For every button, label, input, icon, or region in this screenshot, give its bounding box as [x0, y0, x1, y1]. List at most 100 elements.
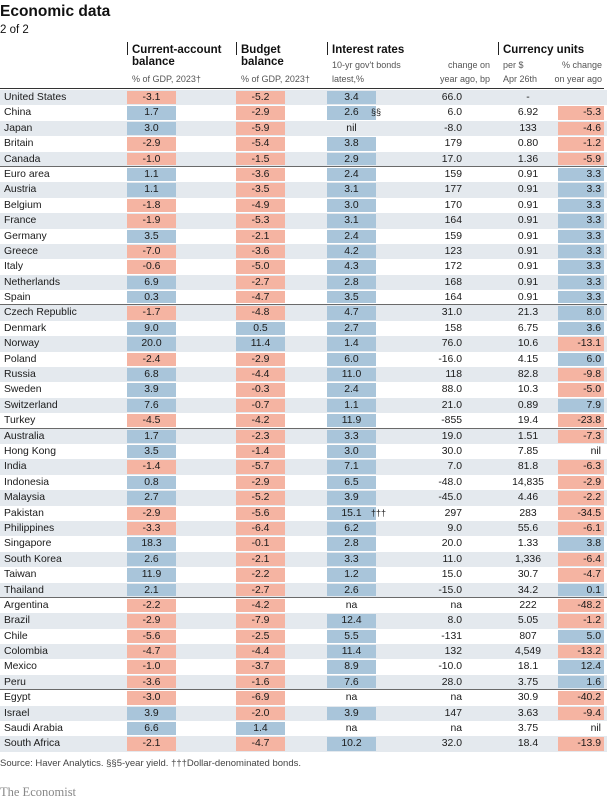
current-account-shade — [127, 598, 176, 613]
budget-balance-value: -5.6 — [251, 507, 270, 519]
interest-rate-shade — [327, 552, 376, 567]
currency-per-dollar-value: 0.91 — [517, 292, 539, 304]
current-account-value: 2.6 — [144, 553, 159, 565]
current-account-value: -2.9 — [142, 615, 161, 627]
current-account-value: -1.9 — [142, 215, 161, 227]
currency-per-dollar-value: 0.91 — [517, 199, 539, 211]
interest-change-value: na — [450, 692, 462, 704]
currency-per-dollar-value: 4.46 — [517, 492, 539, 504]
budget-balance-shade — [236, 398, 285, 413]
current-account-value: 3.0 — [144, 122, 159, 134]
budget-balance-value: -5.3 — [251, 215, 270, 227]
current-account-value: 0.3 — [144, 292, 159, 304]
budget-balance-value: -2.0 — [251, 707, 270, 719]
currency-per-dollar-value: 222 — [519, 599, 537, 611]
currency-change-shade — [558, 198, 604, 213]
interest-rate-shade — [327, 521, 376, 536]
budget-balance-value: -2.9 — [251, 107, 270, 119]
interest-change-value: 88.0 — [441, 384, 462, 396]
currency-change-shade — [558, 106, 604, 120]
table-row: Poland -2.4 -2.9 6.0 -16.0 4.15 6.0 — [0, 352, 607, 367]
interest-rate-shade — [327, 614, 376, 628]
interest-rate-value: 3.8 — [344, 138, 359, 150]
interest-change-value: -855 — [441, 415, 462, 427]
header-rule — [0, 88, 604, 89]
budget-balance-value: -5.7 — [251, 461, 270, 473]
table-row: Russia 6.8 -4.4 11.0 118 82.8 -9.8 — [0, 367, 607, 383]
footnote-marker: ††† — [371, 507, 387, 518]
current-account-value: 1.1 — [144, 184, 159, 196]
table-row: Switzerland 7.6 -0.7 1.1 21.0 0.89 7.9 — [0, 397, 607, 414]
interest-change-value: 177 — [444, 184, 462, 196]
country-name: Pakistan — [4, 507, 44, 519]
current-account-value: -1.8 — [142, 199, 161, 211]
table-row: Italy -0.6 -5.0 4.3 172 0.91 3.3 — [0, 259, 607, 274]
country-name: Saudi Arabia — [4, 723, 63, 735]
interest-rate-value: 7.6 — [344, 676, 359, 688]
currency-per-dollar-value: 10.6 — [517, 338, 539, 350]
country-name: Sweden — [4, 384, 42, 396]
currency-per-dollar-value: 0.91 — [517, 215, 539, 227]
country-name: Taiwan — [4, 569, 37, 581]
interest-rate-shade — [327, 152, 376, 165]
interest-change-value: 66.0 — [441, 92, 462, 103]
currency-change-value: -48.2 — [577, 599, 601, 611]
budget-balance-value: -5.2 — [251, 92, 270, 103]
table-row: Malaysia 2.7 -5.2 3.9 -45.0 4.46 -2.2 — [0, 490, 607, 506]
budget-balance-shade — [236, 260, 285, 274]
current-account-shade — [127, 460, 176, 474]
budget-balance-value: -1.4 — [251, 445, 270, 457]
interest-rate-shade — [327, 106, 376, 120]
currency-change-value: 3.3 — [586, 245, 601, 257]
interest-rate-shade — [327, 167, 376, 182]
budget-balance-shade — [236, 137, 285, 151]
interest-rate-value: 3.3 — [344, 430, 359, 442]
country-name: Euro area — [4, 168, 50, 180]
divider — [327, 42, 328, 55]
interest-change-value: 28.0 — [441, 676, 462, 688]
subheader-budget: % of GDP, 2023† — [241, 74, 310, 84]
current-account-shade — [127, 368, 176, 382]
current-account-value: -1.7 — [142, 307, 161, 319]
source-note: Source: Haver Analytics. §§5-year yield.… — [0, 758, 301, 769]
current-account-value: -4.5 — [142, 415, 161, 427]
interest-change-value: -131 — [441, 630, 462, 642]
interest-change-value: -48.0 — [438, 476, 462, 488]
country-name: Canada — [4, 153, 41, 165]
budget-balance-shade — [236, 568, 285, 582]
current-account-shade — [127, 475, 176, 490]
budget-balance-shade — [236, 368, 285, 382]
currency-change-value: -40.2 — [577, 692, 601, 704]
currency-change-shade — [558, 675, 604, 689]
interest-rate-value: 10.2 — [341, 738, 362, 750]
current-account-value: 18.3 — [141, 538, 162, 550]
currency-change-value: 3.3 — [586, 292, 601, 304]
table-row: Thailand 2.1 -2.7 2.6 -15.0 34.2 0.1 — [0, 582, 607, 598]
currency-per-dollar-value: 807 — [519, 630, 537, 642]
budget-balance-value: -4.7 — [251, 738, 270, 750]
interest-change-value: 132 — [444, 646, 462, 658]
table-row: Canada -1.0 -1.5 2.9 17.0 1.36 -5.9 — [0, 151, 607, 167]
table-row: Belgium -1.8 -4.9 3.0 170 0.91 3.3 — [0, 198, 607, 213]
budget-balance-shade — [236, 521, 285, 536]
currency-change-shade — [558, 583, 604, 596]
budget-balance-value: -4.4 — [251, 369, 270, 381]
currency-change-value: -4.6 — [583, 122, 601, 134]
currency-change-value: 5.0 — [586, 630, 601, 642]
currency-change-shade — [558, 460, 604, 474]
budget-balance-shade — [236, 383, 285, 397]
currency-per-dollar-value: 3.75 — [517, 723, 539, 735]
budget-balance-shade — [236, 214, 285, 228]
budget-balance-value: -6.4 — [251, 522, 270, 534]
interest-rate-shade — [327, 660, 376, 674]
interest-change-value: 170 — [444, 199, 462, 211]
budget-balance-shade — [236, 629, 285, 644]
currency-change-shade — [558, 614, 604, 628]
budget-balance-shade — [236, 691, 285, 705]
interest-rate-shade — [327, 337, 376, 351]
currency-change-shade — [558, 291, 604, 304]
current-account-shade — [127, 229, 176, 243]
current-account-shade — [127, 121, 176, 136]
subheader-interest-2: latest,% — [332, 74, 365, 84]
interest-change-value: 20.0 — [441, 538, 462, 550]
